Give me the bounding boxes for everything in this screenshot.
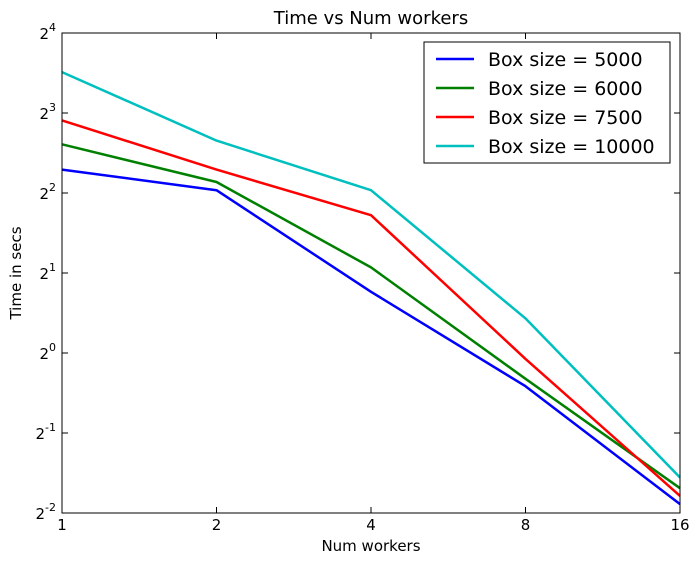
y-tick-label: 22 — [39, 181, 56, 203]
series-layer — [61, 70, 681, 506]
series-line-3 — [61, 70, 681, 479]
x-tick-label: 4 — [366, 516, 376, 534]
y-tick-label: 21 — [39, 261, 56, 283]
x-tick-label: 2 — [212, 516, 222, 534]
x-axis-label: Num workers — [321, 537, 420, 555]
y-tick-label: 2-1 — [35, 421, 56, 443]
chart-title: Time vs Num workers — [273, 8, 468, 29]
y-tick-label: 2-2 — [35, 501, 56, 523]
series-line-1 — [61, 143, 681, 490]
y-tick-label: 24 — [39, 21, 56, 43]
y-tick-label: 20 — [39, 341, 56, 363]
legend-label-2: Box size = 7500 — [488, 107, 643, 129]
series-line-0 — [61, 168, 681, 506]
x-tick-label: 8 — [521, 516, 531, 534]
legend-label-0: Box size = 5000 — [488, 49, 643, 71]
legend: Box size = 5000 Box size = 6000 Box size =… — [423, 41, 671, 164]
x-tick-label: 1 — [57, 516, 67, 534]
y-tick-label: 23 — [39, 101, 56, 123]
x-tick-label: 16 — [670, 516, 689, 534]
legend-label-1: Box size = 6000 — [488, 78, 643, 100]
y-axis-label: Time in secs — [7, 226, 25, 320]
legend-box — [423, 41, 671, 164]
legend-label-3: Box size = 10000 — [488, 136, 655, 158]
series-line-2 — [61, 119, 681, 497]
